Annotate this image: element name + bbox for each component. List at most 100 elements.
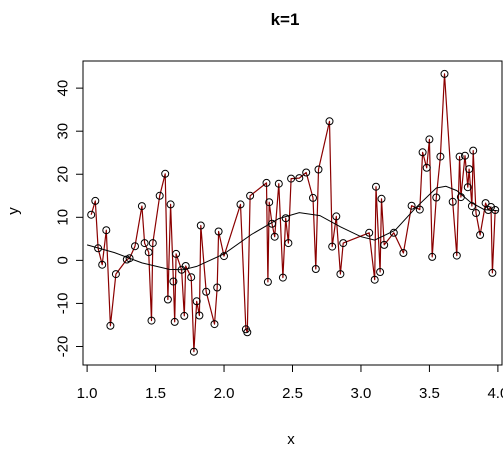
- y-axis-label: y: [5, 207, 22, 215]
- data-point: [491, 206, 500, 214]
- data-point: [328, 242, 337, 251]
- data-point: [213, 283, 222, 292]
- data-point: [263, 277, 272, 286]
- data-point: [170, 317, 179, 326]
- y-tick-label: 0: [55, 256, 72, 264]
- data-point: [265, 198, 274, 207]
- data-point: [287, 174, 296, 183]
- data-point: [148, 239, 157, 248]
- data-point: [465, 165, 474, 174]
- data-point: [94, 244, 103, 253]
- data-point: [370, 275, 379, 284]
- data-point: [262, 178, 271, 187]
- data-point: [365, 228, 374, 237]
- data-point: [243, 328, 252, 337]
- data-point: [415, 205, 424, 214]
- x-tick-label: 1.5: [145, 385, 166, 402]
- data-point: [144, 248, 153, 257]
- data-point: [472, 209, 480, 217]
- data-point: [432, 193, 441, 202]
- y-tick-label: 30: [55, 123, 72, 140]
- data-point: [422, 163, 431, 172]
- data-point: [311, 265, 320, 273]
- y-tick-label: 10: [55, 209, 72, 226]
- data-point: [87, 210, 96, 219]
- data-point: [91, 196, 100, 205]
- data-point: [131, 242, 139, 251]
- data-point: [163, 295, 172, 304]
- knn-fit-line: [90, 73, 496, 353]
- data-point: [161, 169, 170, 178]
- data-point: [220, 252, 228, 261]
- data-point: [155, 191, 164, 200]
- data-point: [380, 240, 389, 249]
- data-point: [314, 165, 323, 174]
- data-point: [189, 347, 198, 356]
- data-point: [210, 320, 219, 329]
- data-point: [448, 197, 457, 206]
- data-point: [469, 146, 478, 155]
- x-tick-label: 2.5: [282, 385, 303, 402]
- data-point: [463, 183, 472, 192]
- data-point: [372, 182, 380, 191]
- data-point: [476, 231, 485, 239]
- x-axis: 1.0 1.5 2.0 2.5 3.0 3.5 4.0: [77, 364, 503, 402]
- x-tick-label: 3.0: [351, 385, 372, 402]
- data-point: [425, 135, 434, 144]
- data-point: [336, 270, 345, 279]
- data-point: [268, 219, 276, 228]
- data-points: [87, 69, 500, 356]
- data-point: [377, 194, 386, 203]
- data-point: [295, 174, 304, 183]
- data-point: [455, 152, 464, 161]
- x-tick-label: 3.5: [419, 385, 440, 402]
- data-point: [389, 228, 398, 237]
- y-tick-label: 40: [55, 80, 72, 97]
- data-point: [278, 273, 287, 282]
- data-point: [140, 239, 149, 248]
- data-point: [180, 311, 189, 320]
- data-point: [339, 239, 348, 248]
- data-point: [102, 226, 111, 235]
- data-point: [376, 268, 385, 276]
- data-point: [436, 152, 445, 161]
- data-point: [456, 193, 465, 202]
- data-point: [147, 316, 156, 325]
- data-point: [111, 270, 120, 279]
- data-point: [440, 69, 449, 78]
- data-point: [302, 168, 311, 177]
- knn-fit-path: [90, 73, 496, 353]
- data-point: [187, 273, 196, 282]
- smooth-curve-path: [86, 185, 498, 271]
- x-tick-label: 2.0: [214, 385, 235, 402]
- data-point: [236, 200, 245, 209]
- x-tick-label: 1.0: [77, 385, 98, 402]
- data-point: [284, 239, 293, 248]
- data-point: [166, 200, 175, 209]
- data-point: [196, 221, 205, 230]
- data-point: [399, 249, 408, 257]
- data-point: [418, 148, 427, 157]
- data-point: [246, 191, 255, 200]
- data-point: [270, 232, 279, 241]
- data-point: [106, 321, 115, 330]
- data-point: [98, 260, 107, 269]
- data-point: [467, 202, 476, 211]
- smooth-curve: [86, 185, 498, 271]
- x-axis-label: x: [287, 431, 295, 448]
- data-point: [125, 254, 134, 263]
- y-tick-label: 20: [55, 166, 72, 183]
- data-point: [181, 262, 190, 270]
- data-point: [407, 201, 416, 210]
- data-point: [325, 117, 334, 126]
- data-point: [428, 252, 437, 261]
- data-point: [169, 277, 178, 286]
- y-tick-label: -20: [55, 336, 72, 358]
- data-point: [488, 268, 497, 277]
- data-point: [172, 249, 181, 258]
- data-point: [461, 151, 469, 160]
- data-point: [192, 297, 201, 306]
- x-tick-label: 4.0: [487, 385, 503, 402]
- data-point: [214, 227, 223, 236]
